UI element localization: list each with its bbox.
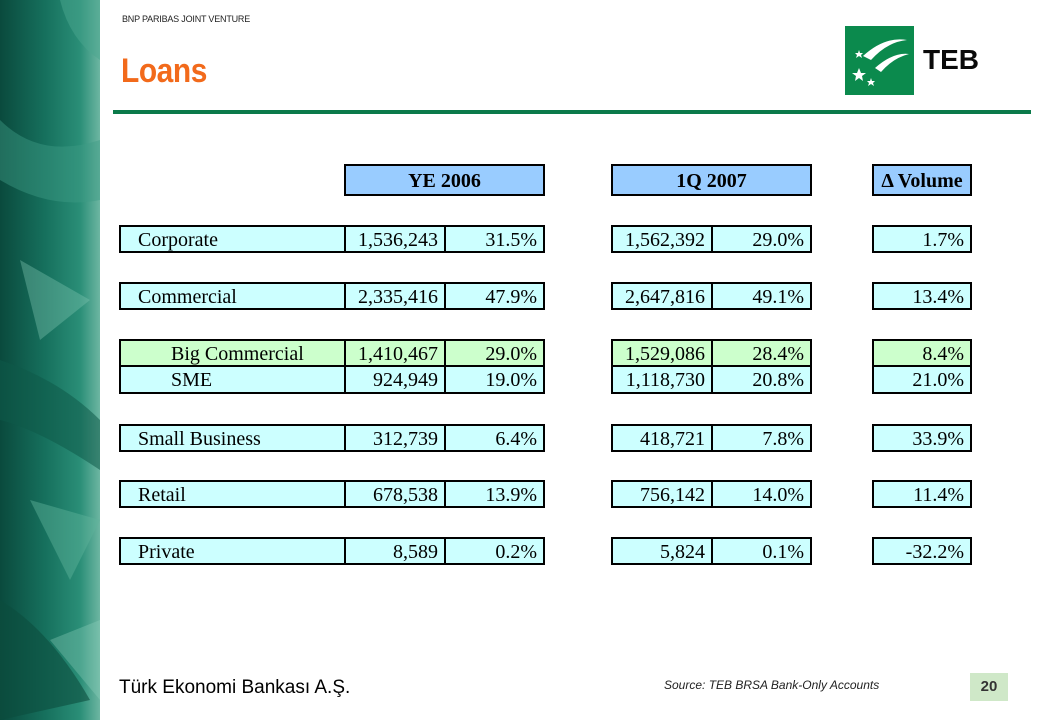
row-label: Private [119,537,346,565]
company-name: Türk Ekonomi Bankası A.Ş. [119,677,351,698]
q1-2007-value: 756,142 [611,480,713,508]
teb-logo-text: TEB [923,44,979,75]
decorative-sidebar [0,0,100,720]
ye2006-share: 19.0% [444,367,545,394]
column-header-delta-volume: Δ Volume [872,164,972,196]
star-swoosh-icon [852,39,909,86]
delta-volume: 21.0% [872,367,972,394]
row-label: Commercial [119,282,346,310]
row-label: Small Business [119,424,346,452]
row-label: Big Commercial [119,339,346,367]
delta-volume: 11.4% [872,480,972,508]
delta-volume: 13.4% [872,282,972,310]
delta-volume: -32.2% [872,537,972,565]
joint-venture-label: BNP PARIBAS JOINT VENTURE [122,14,251,24]
column-header-1q2007: 1Q 2007 [611,164,812,196]
source-note: Source: TEB BRSA Bank-Only Accounts [664,678,880,692]
teb-logo-mark [845,26,914,95]
ye2006-value: 1,536,243 [344,225,446,253]
ye2006-value: 312,739 [344,424,446,452]
delta-volume: 33.9% [872,424,972,452]
ye2006-value: 924,949 [344,367,446,394]
ye2006-value: 8,589 [344,537,446,565]
ye2006-share: 13.9% [444,480,545,508]
page-title: Loans [121,52,207,90]
q1-2007-value: 1,118,730 [611,367,713,394]
row-label: Corporate [119,225,346,253]
q1-2007-share: 20.8% [711,367,812,394]
row-label: SME [119,367,346,394]
q1-2007-value: 418,721 [611,424,713,452]
title-divider [113,110,1031,114]
q1-2007-share: 28.4% [711,339,812,367]
ye2006-share: 6.4% [444,424,545,452]
q1-2007-share: 14.0% [711,480,812,508]
q1-2007-share: 7.8% [711,424,812,452]
ye2006-value: 2,335,416 [344,282,446,310]
q1-2007-value: 2,647,816 [611,282,713,310]
ye2006-share: 47.9% [444,282,545,310]
column-header-ye2006: YE 2006 [344,164,545,196]
ye2006-share: 29.0% [444,339,545,367]
q1-2007-value: 5,824 [611,537,713,565]
sidebar-pattern [0,0,100,720]
ye2006-value: 678,538 [344,480,446,508]
q1-2007-share: 49.1% [711,282,812,310]
q1-2007-share: 29.0% [711,225,812,253]
q1-2007-value: 1,529,086 [611,339,713,367]
page-number: 20 [970,673,1008,701]
row-label: Retail [119,480,346,508]
ye2006-share: 0.2% [444,537,545,565]
delta-volume: 8.4% [872,339,972,367]
ye2006-share: 31.5% [444,225,545,253]
q1-2007-share: 0.1% [711,537,812,565]
delta-volume: 1.7% [872,225,972,253]
ye2006-value: 1,410,467 [344,339,446,367]
q1-2007-value: 1,562,392 [611,225,713,253]
